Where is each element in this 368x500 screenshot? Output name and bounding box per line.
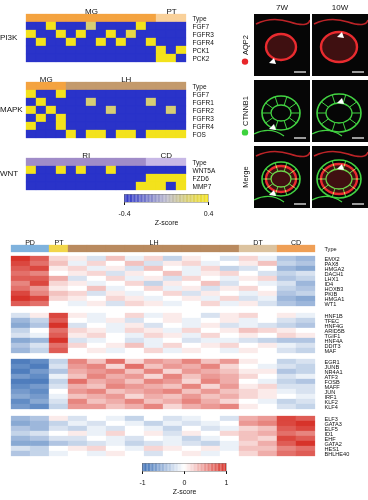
svg-text:FGF7: FGF7 bbox=[193, 91, 210, 98]
svg-text:TGIF1: TGIF1 bbox=[324, 332, 341, 339]
svg-text:Type: Type bbox=[193, 15, 207, 23]
svg-text:PT: PT bbox=[54, 239, 64, 247]
svg-text:FOS: FOS bbox=[193, 131, 207, 138]
svg-text:MG: MG bbox=[85, 7, 98, 16]
svg-text:LH: LH bbox=[149, 239, 158, 247]
svg-text:CD: CD bbox=[291, 239, 301, 247]
svg-text:DACH1: DACH1 bbox=[324, 270, 344, 277]
svg-text:MAF: MAF bbox=[324, 348, 336, 354]
svg-text:FGFR4: FGFR4 bbox=[193, 39, 215, 46]
svg-text:HMGA1: HMGA1 bbox=[324, 295, 345, 302]
svg-text:HES1: HES1 bbox=[324, 446, 339, 452]
svg-text:FGFR1: FGFR1 bbox=[193, 99, 215, 106]
svg-text:PD: PD bbox=[25, 239, 35, 247]
svg-text:CTNNB1: CTNNB1 bbox=[241, 96, 250, 126]
svg-text:LHX1: LHX1 bbox=[324, 275, 339, 282]
svg-text:GATA3: GATA3 bbox=[324, 421, 342, 427]
svg-text:EGR1: EGR1 bbox=[324, 359, 340, 365]
svg-text:HNF4G: HNF4G bbox=[324, 322, 344, 329]
svg-text:CD: CD bbox=[160, 151, 172, 160]
svg-text:0: 0 bbox=[183, 479, 187, 486]
svg-text:DT: DT bbox=[253, 239, 263, 247]
svg-text:HNF4A: HNF4A bbox=[324, 337, 343, 344]
svg-text:Z-score: Z-score bbox=[173, 488, 197, 495]
svg-text:0.4: 0.4 bbox=[204, 210, 214, 217]
svg-text:JUNB: JUNB bbox=[324, 364, 340, 370]
svg-text:ATF3: ATF3 bbox=[324, 374, 338, 380]
svg-text:FOSB: FOSB bbox=[324, 379, 340, 385]
html-text:PI3K: PI3K bbox=[0, 33, 18, 42]
svg-text:AQP2: AQP2 bbox=[241, 35, 250, 55]
svg-text:BHLHE40: BHLHE40 bbox=[324, 451, 349, 457]
svg-text:PCK1: PCK1 bbox=[193, 47, 210, 54]
svg-text:RI: RI bbox=[82, 151, 90, 160]
svg-text:KLF4: KLF4 bbox=[325, 404, 338, 410]
svg-text:PCK2: PCK2 bbox=[193, 55, 210, 62]
svg-text:MMP7: MMP7 bbox=[193, 183, 212, 190]
svg-text:ID4: ID4 bbox=[324, 280, 334, 287]
svg-text:ARID5B: ARID5B bbox=[324, 327, 345, 334]
svg-text:Type: Type bbox=[325, 246, 337, 252]
svg-text:TFEC: TFEC bbox=[324, 317, 339, 324]
svg-text:PT: PT bbox=[166, 7, 176, 16]
svg-text:FGFR2: FGFR2 bbox=[193, 107, 215, 114]
svg-text:JUN: JUN bbox=[324, 389, 336, 395]
svg-text:PKIB: PKIB bbox=[324, 290, 338, 297]
html-text:MAPK: MAPK bbox=[0, 105, 23, 114]
svg-text:EMX2: EMX2 bbox=[324, 255, 340, 262]
svg-text:IRF1: IRF1 bbox=[324, 394, 337, 400]
svg-text:PAX8: PAX8 bbox=[324, 260, 339, 267]
svg-text:HOXB3: HOXB3 bbox=[324, 285, 344, 292]
svg-text:FZD6: FZD6 bbox=[193, 175, 210, 182]
svg-text:FGFR4: FGFR4 bbox=[193, 123, 215, 130]
svg-text:Type: Type bbox=[193, 159, 207, 167]
svg-text:ID1: ID1 bbox=[324, 431, 334, 437]
svg-text:MG: MG bbox=[40, 75, 53, 84]
svg-text:EHF: EHF bbox=[324, 436, 336, 442]
svg-text:MAFF: MAFF bbox=[324, 384, 340, 390]
svg-text:GATA2: GATA2 bbox=[324, 441, 342, 447]
svg-text:DDIT3: DDIT3 bbox=[324, 342, 341, 349]
svg-text:FGF7: FGF7 bbox=[193, 23, 210, 30]
svg-text:KLF2: KLF2 bbox=[324, 399, 338, 405]
svg-text:HNF1B: HNF1B bbox=[324, 312, 343, 319]
svg-text:FGFR3: FGFR3 bbox=[193, 31, 215, 38]
svg-text:-0.4: -0.4 bbox=[118, 210, 130, 217]
svg-text:ELF5: ELF5 bbox=[324, 426, 338, 432]
svg-text:Z-score: Z-score bbox=[155, 219, 179, 226]
svg-text:Merge: Merge bbox=[241, 166, 250, 187]
svg-text:Type: Type bbox=[193, 83, 207, 91]
svg-text:10W: 10W bbox=[332, 3, 349, 12]
svg-text:1: 1 bbox=[225, 479, 229, 486]
svg-text:HMGA2: HMGA2 bbox=[324, 265, 345, 272]
svg-text:WT1: WT1 bbox=[325, 301, 337, 307]
svg-text:WNT5A: WNT5A bbox=[193, 167, 216, 174]
svg-text:-1: -1 bbox=[139, 479, 145, 486]
svg-text:FGFR3: FGFR3 bbox=[193, 115, 215, 122]
svg-text:7W: 7W bbox=[276, 3, 288, 12]
svg-text:NR4A1: NR4A1 bbox=[324, 369, 343, 375]
html-text:WNT: WNT bbox=[0, 169, 19, 178]
svg-text:LH: LH bbox=[121, 75, 131, 84]
svg-text:ELF3: ELF3 bbox=[324, 416, 338, 422]
